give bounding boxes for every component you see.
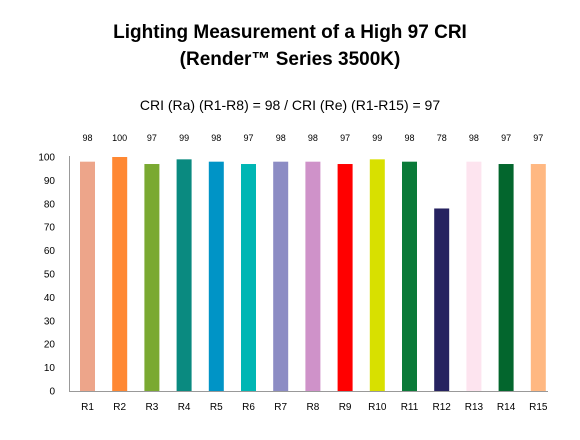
x-axis-ticks: R1 R2 R3 R4 R5 R6 R7 R8 R9 R10 R11 R12 R13 R14 R15 — [81, 402, 548, 413]
y-tick-label: 40 — [44, 293, 56, 304]
chart-title-line-2: (Render™ Series 3500K) — [179, 49, 401, 70]
x-tick-label-r4: R4 — [178, 402, 191, 413]
bar-r15 — [530, 164, 546, 391]
y-tick-label: 50 — [44, 270, 56, 281]
bar-r5 — [208, 161, 224, 391]
data-label-r5: 98 — [211, 133, 221, 143]
y-tick-label: 60 — [44, 246, 56, 257]
bar-r12 — [434, 208, 450, 391]
bar-r3 — [144, 164, 160, 391]
data-label-r13: 98 — [469, 133, 479, 143]
bar-r8 — [305, 161, 321, 391]
x-tick-label-r15: R15 — [529, 402, 548, 413]
bar-r6 — [241, 164, 256, 391]
bar-r1 — [80, 161, 95, 391]
y-tick-label: 20 — [44, 340, 56, 351]
x-tick-label-r8: R8 — [307, 402, 320, 413]
data-label-r2: 100 — [112, 133, 127, 143]
y-tick-label: 0 — [49, 387, 55, 398]
data-label-r11: 98 — [404, 133, 414, 143]
y-tick-label: 90 — [44, 176, 56, 187]
x-tick-label-r14: R14 — [497, 402, 516, 413]
data-label-r9: 97 — [340, 133, 350, 143]
chart-subtitle: CRI (Ra) (R1-R8) = 98 / CRI (Re) (R1-R15… — [139, 97, 441, 113]
x-tick-label-r10: R10 — [368, 402, 387, 413]
bar-r2 — [112, 157, 128, 391]
y-tick-label: 70 — [44, 223, 56, 234]
bar-r9 — [337, 164, 353, 391]
chart-title: Lighting Measurement of a High 97 CRI — [113, 22, 467, 43]
y-tick-label: 100 — [38, 153, 55, 164]
data-label-r15: 97 — [533, 133, 543, 143]
x-tick-label-r12: R12 — [433, 402, 452, 413]
x-tick-label-r6: R6 — [242, 402, 255, 413]
bar-r4 — [176, 159, 192, 391]
bar-r11 — [402, 161, 417, 391]
x-tick-label-r13: R13 — [465, 402, 484, 413]
y-tick-label: 80 — [44, 199, 56, 210]
data-label-r8: 98 — [308, 133, 318, 143]
data-label-r6: 97 — [243, 133, 253, 143]
x-tick-label-r5: R5 — [210, 402, 223, 413]
bar-r7 — [273, 161, 289, 391]
data-label-r7: 98 — [276, 133, 286, 143]
bar-r14 — [498, 164, 514, 391]
x-tick-label-r7: R7 — [274, 402, 287, 413]
data-label-r1: 98 — [82, 133, 92, 143]
data-labels: 98 100 97 99 98 97 98 98 97 99 98 78 98 97 97 — [82, 133, 543, 143]
x-tick-label-r11: R11 — [401, 402, 419, 413]
x-tick-label-r2: R2 — [113, 402, 126, 413]
y-axis-ticks: 0 10 20 30 40 50 60 70 80 90 100 — [38, 153, 55, 398]
y-tick-label: 10 — [44, 363, 56, 374]
data-label-r14: 97 — [501, 133, 511, 143]
data-label-r4: 99 — [179, 133, 189, 143]
y-tick-label: 30 — [44, 316, 56, 327]
bars — [80, 157, 546, 391]
x-tick-label-r3: R3 — [146, 402, 159, 413]
bar-r13 — [466, 161, 482, 391]
bar-r10 — [369, 159, 385, 391]
x-tick-label-r9: R9 — [339, 402, 352, 413]
data-label-r3: 97 — [147, 133, 157, 143]
data-label-r10: 99 — [372, 133, 382, 143]
x-tick-label-r1: R1 — [81, 402, 94, 413]
data-label-r12: 78 — [437, 133, 447, 143]
